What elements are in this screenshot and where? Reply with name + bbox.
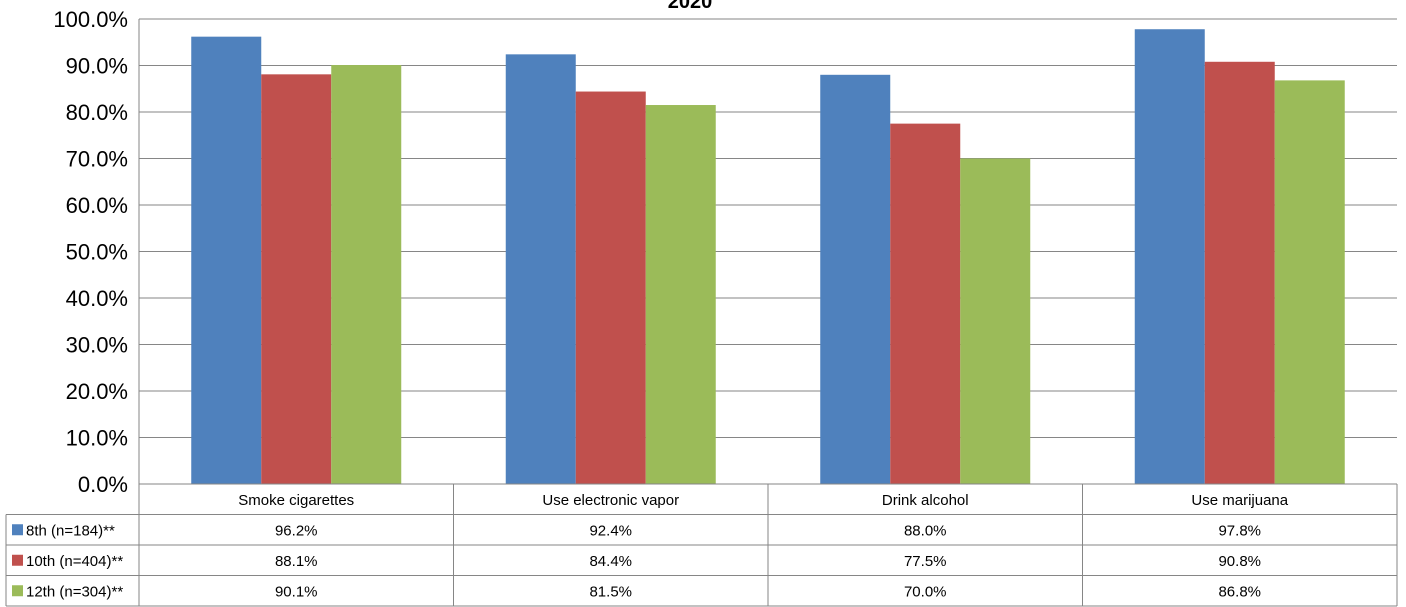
bar	[820, 74, 891, 485]
y-tick-label: 70.0%	[66, 147, 128, 172]
legend-swatch	[12, 585, 23, 597]
y-tick-label: 100.0%	[53, 7, 128, 32]
bar	[890, 123, 961, 484]
legend-swatch	[12, 524, 23, 536]
data-label: 90.1%	[275, 583, 318, 600]
category-label: Use electronic vapor	[542, 492, 679, 509]
y-tick-label: 80.0%	[66, 100, 128, 125]
bar	[1134, 29, 1205, 484]
data-label: 88.0%	[904, 522, 947, 539]
series-label: 12th (n=304)**	[26, 583, 123, 600]
series-label: 8th (n=184)**	[26, 522, 115, 539]
y-tick-label: 90.0%	[66, 54, 128, 79]
y-tick-label: 10.0%	[66, 426, 128, 451]
y-tick-label: 60.0%	[66, 193, 128, 218]
data-table: Smoke cigarettes Use electronic vapor Drin…	[5, 483, 1398, 607]
bar	[191, 36, 262, 485]
data-label: 97.8%	[1218, 522, 1261, 539]
data-label: 88.1%	[275, 553, 318, 570]
bar	[960, 158, 1031, 484]
bar	[1204, 61, 1275, 484]
bar	[261, 74, 332, 485]
category-label: Use marijuana	[1191, 492, 1288, 509]
legend-swatch	[12, 554, 23, 566]
bar	[645, 105, 716, 485]
data-label: 92.4%	[589, 522, 632, 539]
data-label: 70.0%	[904, 583, 947, 600]
bar	[1274, 80, 1345, 484]
y-axis-ticks: 0.0% 10.0% 20.0% 30.0% 40.0% 50.0% 60.0% 70.0% 8…	[53, 7, 128, 497]
y-tick-label: 50.0%	[66, 240, 128, 265]
series-label: 10th (n=404)**	[26, 553, 123, 570]
y-tick-label: 20.0%	[66, 379, 128, 404]
data-label: 77.5%	[904, 553, 947, 570]
data-label: 90.8%	[1218, 553, 1261, 570]
bars	[191, 29, 1345, 485]
y-tick-label: 40.0%	[66, 286, 128, 311]
data-label: 84.4%	[589, 553, 632, 570]
category-label: Drink alcohol	[882, 492, 969, 509]
category-label: Smoke cigarettes	[238, 492, 354, 509]
chart-title: 2020	[668, 0, 713, 13]
data-label: 96.2%	[275, 522, 318, 539]
y-tick-label: 0.0%	[78, 472, 128, 497]
data-label: 81.5%	[589, 583, 632, 600]
bar	[575, 91, 646, 484]
bar	[331, 65, 402, 484]
data-label: 86.8%	[1218, 583, 1261, 600]
bar	[505, 54, 576, 485]
y-tick-label: 30.0%	[66, 333, 128, 358]
